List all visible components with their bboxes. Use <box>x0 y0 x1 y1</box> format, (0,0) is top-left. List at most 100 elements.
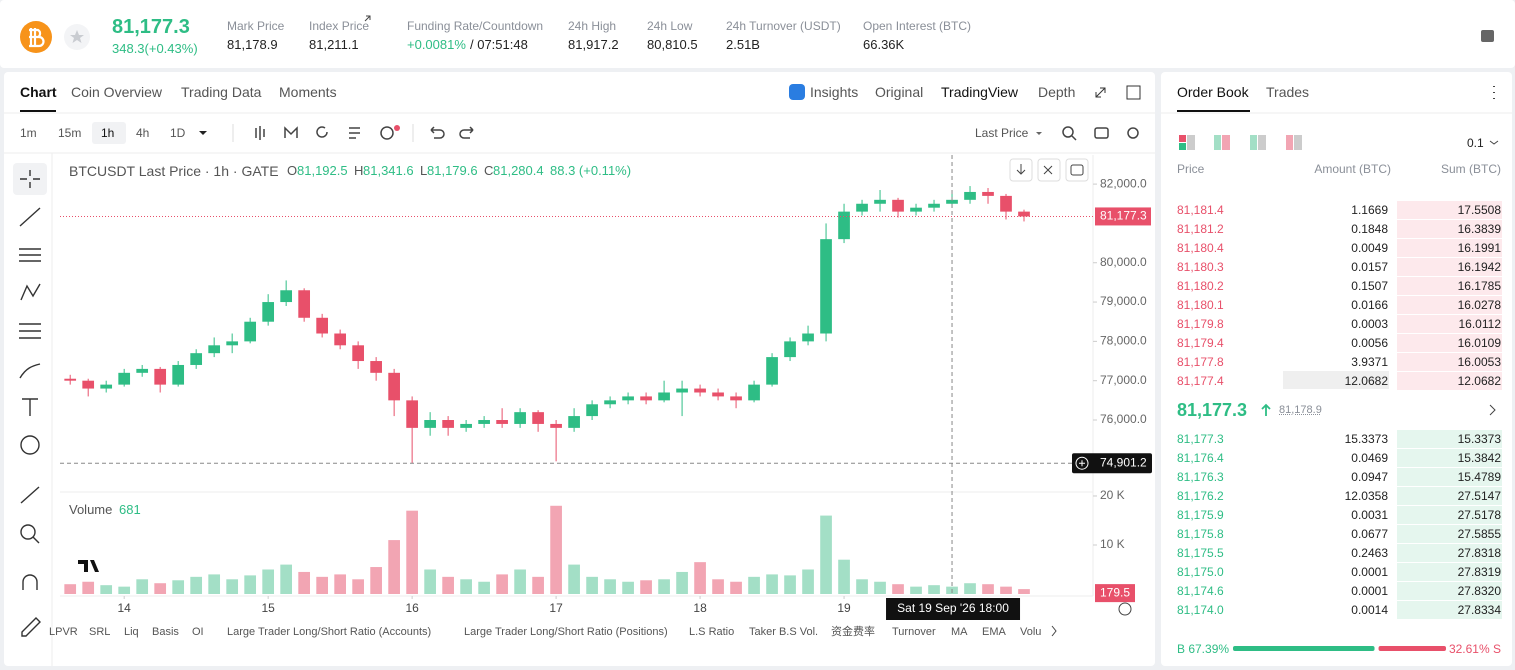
indicator[interactable]: L.S Ratio <box>689 626 735 638</box>
timeframe[interactable]: 1D <box>170 126 186 140</box>
volume-bar <box>136 579 149 594</box>
stat-value: 81,211.1 <box>309 37 359 52</box>
ob-price[interactable]: 81,176.2 <box>1177 489 1224 503</box>
ob-price[interactable]: 81,175.0 <box>1177 565 1224 579</box>
volume-bar <box>406 510 418 594</box>
ob-sum-bg <box>1397 449 1502 467</box>
ob-price[interactable]: 81,177.8 <box>1177 355 1224 369</box>
candle-body <box>928 203 940 208</box>
dropdown-caret[interactable] <box>1036 132 1042 135</box>
ob-amount: 0.0947 <box>1351 470 1388 484</box>
ob-precision[interactable]: 0.1 <box>1467 136 1484 150</box>
ob-price[interactable]: 81,181.4 <box>1177 203 1224 217</box>
x-tick-label: 18 <box>693 601 707 615</box>
ob-price[interactable]: 81,175.9 <box>1177 508 1224 522</box>
indicator[interactable]: Liq <box>124 626 139 638</box>
ob-sum: 27.8319 <box>1457 565 1501 579</box>
more-indicators[interactable] <box>1051 625 1057 637</box>
last-price-label: 81,177.3 <box>1100 209 1147 223</box>
stat-label: Open Interest (BTC) <box>863 19 972 33</box>
ob-sum: 27.5855 <box>1457 527 1501 541</box>
expand-icon[interactable] <box>1095 87 1106 98</box>
dropdown-caret[interactable] <box>199 131 207 135</box>
chart-tab[interactable]: Coin Overview <box>71 84 163 100</box>
ob-amount: 0.0003 <box>1351 317 1388 331</box>
legend-key: O <box>287 163 298 178</box>
view-tab[interactable]: Insights <box>810 84 859 100</box>
timeframe[interactable]: 4h <box>136 126 150 140</box>
ob-price[interactable]: 81,176.3 <box>1177 470 1224 484</box>
indicator[interactable]: SRL <box>89 626 111 638</box>
ob-amount: 0.0001 <box>1351 565 1388 579</box>
ob-amount: 0.0049 <box>1351 241 1388 255</box>
timeframe[interactable]: 15m <box>58 126 82 140</box>
ob-price[interactable]: 81,180.1 <box>1177 298 1224 312</box>
ob-sum-bg <box>1397 258 1502 276</box>
view-tab[interactable]: Original <box>875 84 924 100</box>
timeframe[interactable]: 1m <box>20 126 37 140</box>
ob-price[interactable]: 81,177.4 <box>1177 374 1224 388</box>
ob-layout-icons[interactable] <box>1179 135 1302 150</box>
stat-value: +0.0081% <box>407 37 466 52</box>
indicator[interactable]: Basis <box>152 626 179 638</box>
ob-price[interactable]: 81,180.3 <box>1177 260 1224 274</box>
settings-icon[interactable] <box>1118 602 1132 616</box>
ob-price[interactable]: 81,181.2 <box>1177 222 1224 236</box>
candle-body <box>1000 195 1012 212</box>
ob-price[interactable]: 81,174.0 <box>1177 603 1224 617</box>
indicator[interactable]: Large Trader Long/Short Ratio (Positions… <box>464 626 668 638</box>
stat-value: 81,178.9 <box>227 37 278 52</box>
stat-label: 24h Low <box>647 19 693 33</box>
indicator[interactable]: EMA <box>982 626 1006 638</box>
header-icon[interactable] <box>1481 30 1494 42</box>
candle-body <box>748 384 760 401</box>
crosshair-date-tag <box>886 598 1021 620</box>
ob-price[interactable]: 81,175.5 <box>1177 546 1224 560</box>
candle-body <box>262 302 275 322</box>
indicator[interactable]: LPVR <box>49 626 78 638</box>
candle-body <box>424 420 436 428</box>
ob-price[interactable]: 81,177.3 <box>1177 432 1224 446</box>
legend-key: L <box>420 163 428 178</box>
legend-value: 81,341.6 <box>363 163 414 178</box>
precision-caret[interactable] <box>1489 140 1499 145</box>
timeframe[interactable]: 1h <box>101 126 115 140</box>
chevron[interactable] <box>1489 404 1496 416</box>
indicator[interactable]: OI <box>192 626 204 638</box>
chart-tab[interactable]: Chart <box>20 84 57 100</box>
ob-price[interactable]: 81,174.6 <box>1177 584 1224 598</box>
ob-price[interactable]: 81,179.4 <box>1177 336 1224 350</box>
chart-tab[interactable]: Moments <box>279 84 337 100</box>
ob-tab[interactable]: Order Book <box>1177 84 1249 100</box>
candle-body <box>244 321 257 342</box>
view-tab[interactable]: Depth <box>1038 84 1076 100</box>
volume-legend: Volume <box>69 502 113 517</box>
window-icon[interactable] <box>1126 85 1141 100</box>
ob-sum: 27.5178 <box>1457 508 1501 522</box>
toolbar-icons[interactable] <box>255 126 1139 141</box>
insights-icon <box>789 84 805 100</box>
ob-price[interactable]: 81,176.4 <box>1177 451 1224 465</box>
ob-sum: 15.3373 <box>1457 432 1501 446</box>
view-tab[interactable]: TradingView <box>941 84 1019 100</box>
ob-price[interactable]: 81,180.4 <box>1177 241 1224 255</box>
volume-bar <box>712 579 724 594</box>
price-type[interactable]: Last Price <box>975 126 1029 140</box>
ob-price[interactable]: 81,179.8 <box>1177 317 1224 331</box>
indicator[interactable]: MA <box>951 626 968 638</box>
pane-buttons[interactable] <box>1009 158 1089 182</box>
ob-price[interactable]: 81,175.8 <box>1177 527 1224 541</box>
ob-tab[interactable]: Trades <box>1266 84 1310 100</box>
ob-sum: 16.1991 <box>1457 241 1501 255</box>
indicator[interactable]: Volu <box>1020 626 1042 638</box>
indicator[interactable]: 资金费率 <box>831 626 875 638</box>
candle-body <box>460 423 472 428</box>
indicator[interactable]: Taker B.S Vol. <box>749 626 819 638</box>
indicator[interactable]: Turnover <box>892 626 936 638</box>
chart-tab[interactable]: Trading Data <box>181 84 262 100</box>
ob-sum: 15.3842 <box>1457 451 1501 465</box>
ob-price[interactable]: 81,180.2 <box>1177 279 1224 293</box>
indicator[interactable]: Large Trader Long/Short Ratio (Accounts) <box>227 626 432 638</box>
y-tick-label: 76,000.0 <box>1100 412 1147 426</box>
drawing-tools[interactable] <box>19 170 41 637</box>
